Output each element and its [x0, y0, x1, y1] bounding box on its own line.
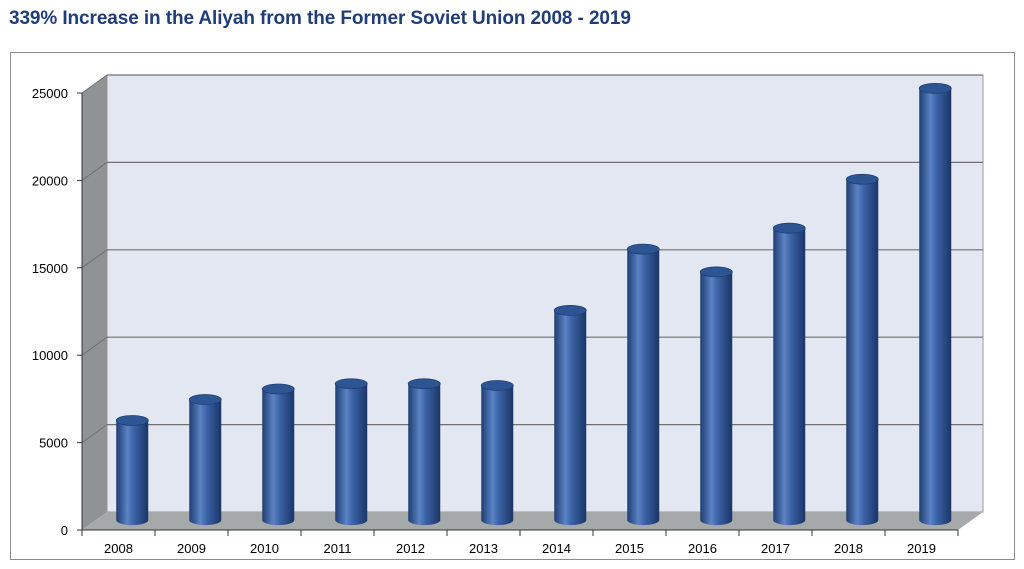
gridline-side [81, 424, 108, 444]
bar-2019 [918, 82, 952, 526]
x-axis-labels: 2008 2009 2010 2011 2012 2013 2014 2015 2016 2017… [104, 541, 936, 556]
bar-top [115, 415, 149, 426]
bar-body [262, 389, 295, 526]
bar-top [480, 380, 514, 391]
bar-top [553, 304, 587, 316]
bar-2008 [115, 415, 149, 526]
x-tick-label: 2012 [396, 541, 425, 556]
bar-2017 [772, 222, 806, 526]
bar-body [773, 228, 806, 526]
gridline-side [81, 336, 108, 356]
x-tick-label: 2019 [907, 541, 936, 556]
bar-body [408, 383, 441, 526]
bar-2016 [699, 266, 733, 526]
bar-2010 [261, 383, 295, 526]
bar-body [481, 385, 514, 526]
chart-title: 339% Increase in the Aliyah from the For… [9, 8, 631, 29]
bars [115, 82, 952, 526]
x-tick-label: 2013 [469, 541, 498, 556]
x-tick-label: 2011 [324, 541, 352, 556]
back-wall [106, 74, 984, 513]
bar-2015 [626, 243, 660, 526]
bar-top [334, 378, 368, 390]
bar-body [627, 249, 660, 526]
bar-body [335, 383, 368, 526]
x-tick-label: 2017 [761, 541, 790, 556]
y-tick-label: 15000 [32, 261, 68, 276]
floor [82, 512, 983, 530]
bar-2014 [553, 304, 587, 526]
bar-body [189, 399, 222, 526]
bar-top [626, 243, 660, 255]
bar-top [261, 383, 295, 395]
y-axis-labels: 0 5000 10000 15000 20000 25000 [32, 86, 68, 538]
side-wall [82, 75, 107, 530]
bar-2012 [407, 378, 441, 526]
bar-body [554, 310, 587, 526]
bar-top [188, 394, 222, 405]
y-tick-label: 0 [61, 523, 68, 538]
y-tick-label: 25000 [32, 86, 68, 101]
bar-2011 [334, 378, 368, 526]
x-tick-label: 2016 [688, 541, 717, 556]
bar-top [845, 173, 879, 185]
axes [77, 92, 959, 536]
bar-top [407, 378, 441, 390]
bar-body [116, 420, 149, 526]
x-tick-label: 2010 [250, 541, 279, 556]
y-tick-label: 20000 [32, 173, 68, 188]
x-tick-label: 2014 [542, 541, 571, 556]
y-tick-label: 10000 [32, 348, 68, 363]
gridlines [81, 74, 983, 444]
bar-2009 [188, 394, 222, 526]
bar-body [919, 88, 952, 526]
gridline-side [81, 249, 108, 269]
x-tick-label: 2008 [104, 541, 133, 556]
bar-top [772, 222, 806, 234]
bar-top [699, 266, 733, 278]
x-tick-label: 2009 [177, 541, 206, 556]
bar-body [700, 271, 733, 526]
gridline-side [81, 74, 108, 94]
bar-top [918, 82, 952, 94]
plot-walls [82, 74, 984, 530]
x-tick-label: 2018 [834, 541, 863, 556]
x-tick-label: 2015 [615, 541, 644, 556]
y-tick-label: 5000 [39, 436, 68, 451]
gridline-side [81, 161, 108, 181]
bar-2013 [480, 380, 514, 526]
bar-2018 [845, 173, 879, 526]
bar-body [846, 179, 879, 526]
